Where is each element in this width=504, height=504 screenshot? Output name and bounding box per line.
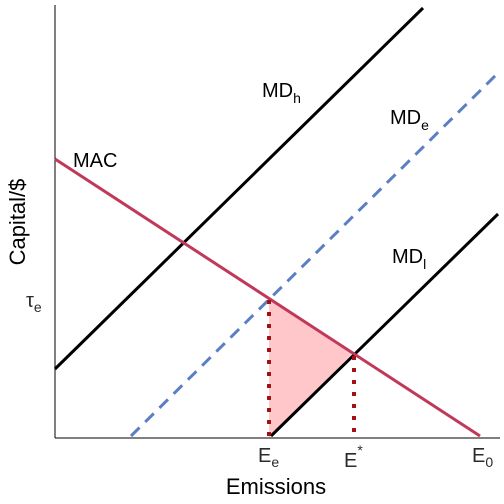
tau-e-tick-label: τe: [26, 290, 42, 315]
md-e-line: [129, 71, 500, 438]
mac-label: MAC: [73, 150, 117, 172]
mac-line: [54, 157, 481, 438]
md-h-line: [53, 6, 425, 371]
shaded-triangle: [269, 300, 354, 438]
ee-tick-label: Ee: [258, 445, 279, 470]
md-e-label: MDe: [390, 107, 429, 133]
md-h-label: MDh: [262, 80, 301, 106]
x-axis-title: Emissions: [226, 474, 326, 499]
e0-tick-label: E0: [472, 445, 493, 470]
md-l-label: MDl: [392, 246, 426, 272]
md-l-line: [269, 212, 500, 438]
y-axis-title: Capital/$: [5, 179, 30, 266]
estar-tick-label: E*: [344, 442, 363, 472]
